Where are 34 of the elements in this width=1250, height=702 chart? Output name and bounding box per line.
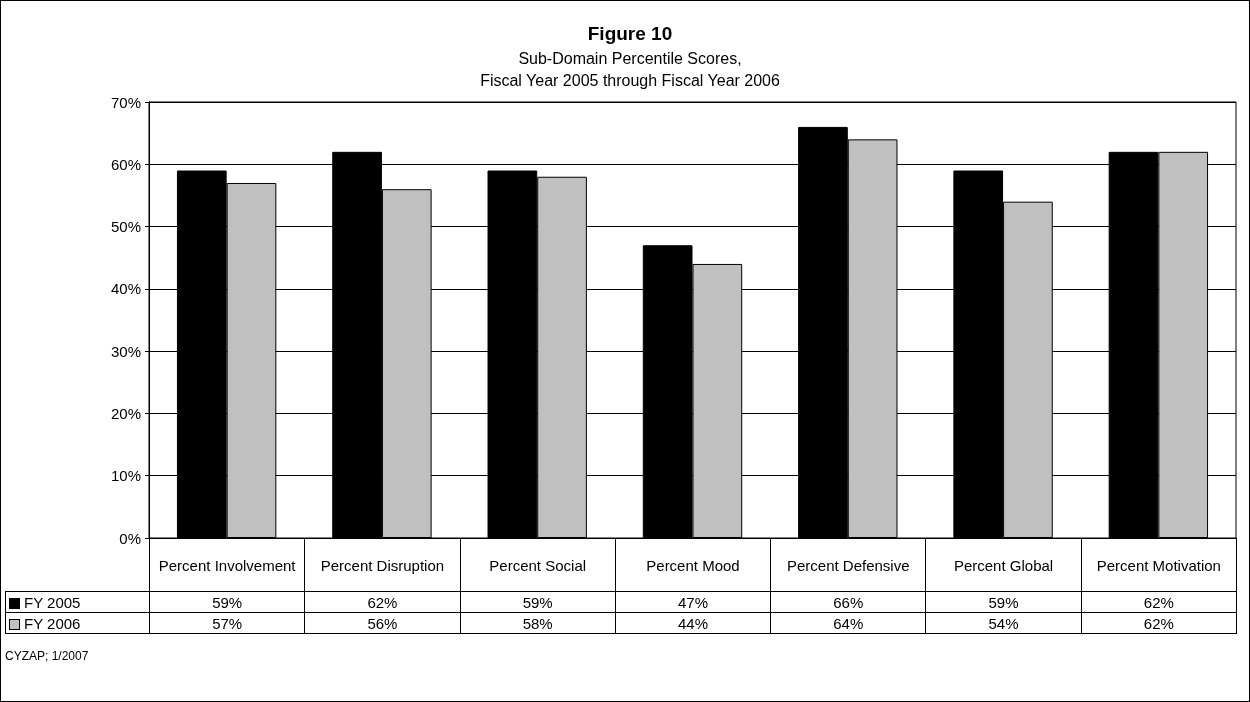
text: CYZAP; 1/2007 [5, 649, 89, 663]
data-label: 44% [615, 612, 771, 634]
data-label: 47% [615, 591, 771, 613]
y-tick-label: 60% [110, 155, 141, 173]
y-tick-label: 0% [119, 529, 141, 547]
x-tick-label: Percent Mood [615, 538, 771, 592]
x-tick-label: Percent Motivation [1081, 538, 1237, 592]
data-label: 62% [1081, 612, 1237, 634]
data-label: 59% [149, 591, 305, 613]
y-tick-label: 50% [110, 218, 141, 236]
y-tick-label: 20% [110, 404, 141, 422]
chart-subtitle: Sub-Domain Percentile Scores, Fiscal Year 2005 through Fiscal Year 2006 [480, 49, 780, 89]
x-tick-label: Percent Disruption [304, 538, 461, 592]
x-tick-label: Percent Global [925, 538, 1082, 592]
x-tick-label: Percent Involvement [149, 538, 305, 592]
data-label: 64% [770, 612, 926, 634]
data-label: 66% [770, 591, 926, 613]
data-label: 62% [304, 591, 461, 613]
x-tick-label: Percent Defensive [770, 538, 926, 592]
data-label: 59% [925, 591, 1082, 613]
legend-label: FY 2006 [5, 612, 150, 634]
data-label: 59% [460, 591, 616, 613]
data-label: 57% [149, 612, 305, 634]
y-tick-label: 10% [110, 467, 141, 485]
data-label: 56% [304, 612, 461, 634]
data-label: 62% [1081, 591, 1237, 613]
y-tick-label: 30% [110, 342, 141, 360]
data-label: 54% [925, 612, 1082, 634]
y-tick-label: 70% [110, 93, 141, 111]
legend-label: FY 2005 [5, 591, 150, 613]
chart-title: Figure 10 [587, 23, 673, 44]
data-label: 58% [460, 612, 616, 634]
y-tick-label: 40% [110, 280, 141, 298]
x-tick-label: Percent Social [460, 538, 616, 592]
